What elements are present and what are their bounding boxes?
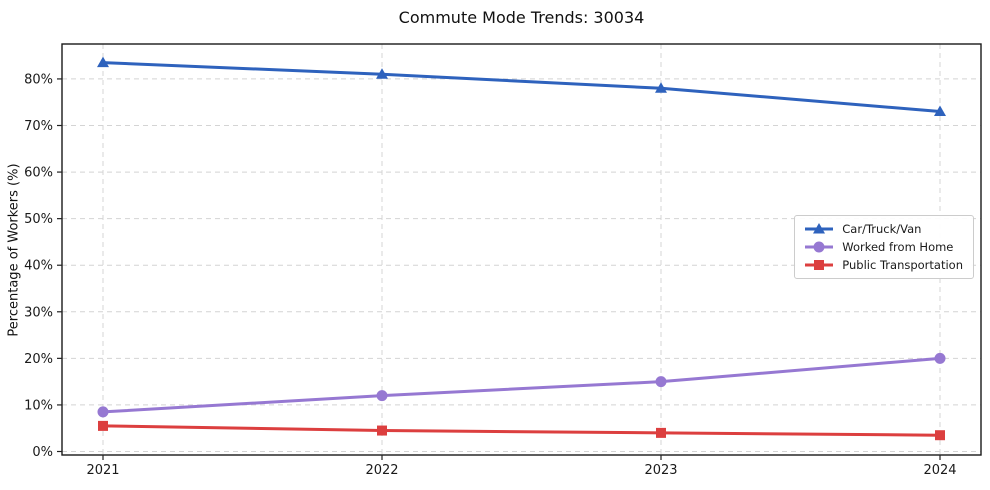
y-tick-label: 30% — [24, 305, 53, 320]
circle-marker — [97, 406, 109, 418]
triangle-marker — [97, 56, 109, 68]
triangle-marker — [655, 82, 667, 93]
x-tick-label: 2021 — [86, 463, 119, 478]
x-tick-label: 2023 — [644, 463, 677, 478]
series-line — [101, 61, 942, 114]
y-tick-label: 40% — [24, 259, 53, 274]
series-line — [101, 424, 942, 437]
legend-sample-triangle — [805, 223, 834, 234]
square-marker — [377, 425, 387, 436]
y-tick-label: 20% — [24, 352, 53, 367]
triangle-marker — [813, 223, 826, 234]
y-axis: 0% 10% 20% 30% 40% 50% 60% 70% 80% — [24, 72, 62, 460]
chart-title: Commute Mode Trends: 30034 — [398, 8, 645, 27]
circle-marker — [813, 241, 825, 253]
legend-entry-car-truck-van: Car/Truck/Van — [803, 222, 963, 236]
circle-marker — [655, 376, 667, 388]
y-tick-label: 70% — [24, 119, 53, 134]
legend-label: Worked from Home — [842, 240, 954, 254]
legend-label: Car/Truck/Van — [842, 222, 922, 236]
legend: Car/Truck/Van Worked from Home Public Tran… — [794, 215, 974, 279]
legend-sample-circle — [805, 241, 834, 253]
series-worked-from-home — [97, 352, 946, 418]
square-marker — [935, 430, 945, 441]
series-line — [101, 356, 942, 414]
legend-entry-worked-from-home: Worked from Home — [803, 240, 963, 254]
y-tick-label: 0% — [32, 445, 53, 460]
series-public-transportation — [98, 420, 945, 441]
y-tick-label: 60% — [24, 166, 53, 181]
y-tick-label: 10% — [24, 398, 53, 413]
axes-spines — [61, 43, 982, 456]
series-car-truck-van — [97, 56, 946, 117]
triangle-marker — [934, 105, 946, 117]
circle-marker — [376, 390, 388, 402]
legend-sample-square — [805, 260, 834, 270]
square-marker — [98, 420, 108, 431]
y-tick-label: 50% — [24, 212, 53, 227]
x-tick-label: 2024 — [923, 463, 956, 478]
legend-entry-public-transportation: Public Transportation — [803, 258, 963, 272]
circle-marker — [934, 352, 946, 364]
x-axis: 2021 2022 2023 2024 — [86, 455, 957, 478]
gridlines — [62, 44, 981, 455]
x-tick-label: 2022 — [365, 463, 398, 478]
y-tick-label: 80% — [24, 72, 53, 87]
triangle-marker — [376, 68, 388, 79]
square-marker — [656, 427, 666, 438]
legend-label: Public Transportation — [842, 258, 963, 272]
square-marker — [814, 260, 825, 270]
